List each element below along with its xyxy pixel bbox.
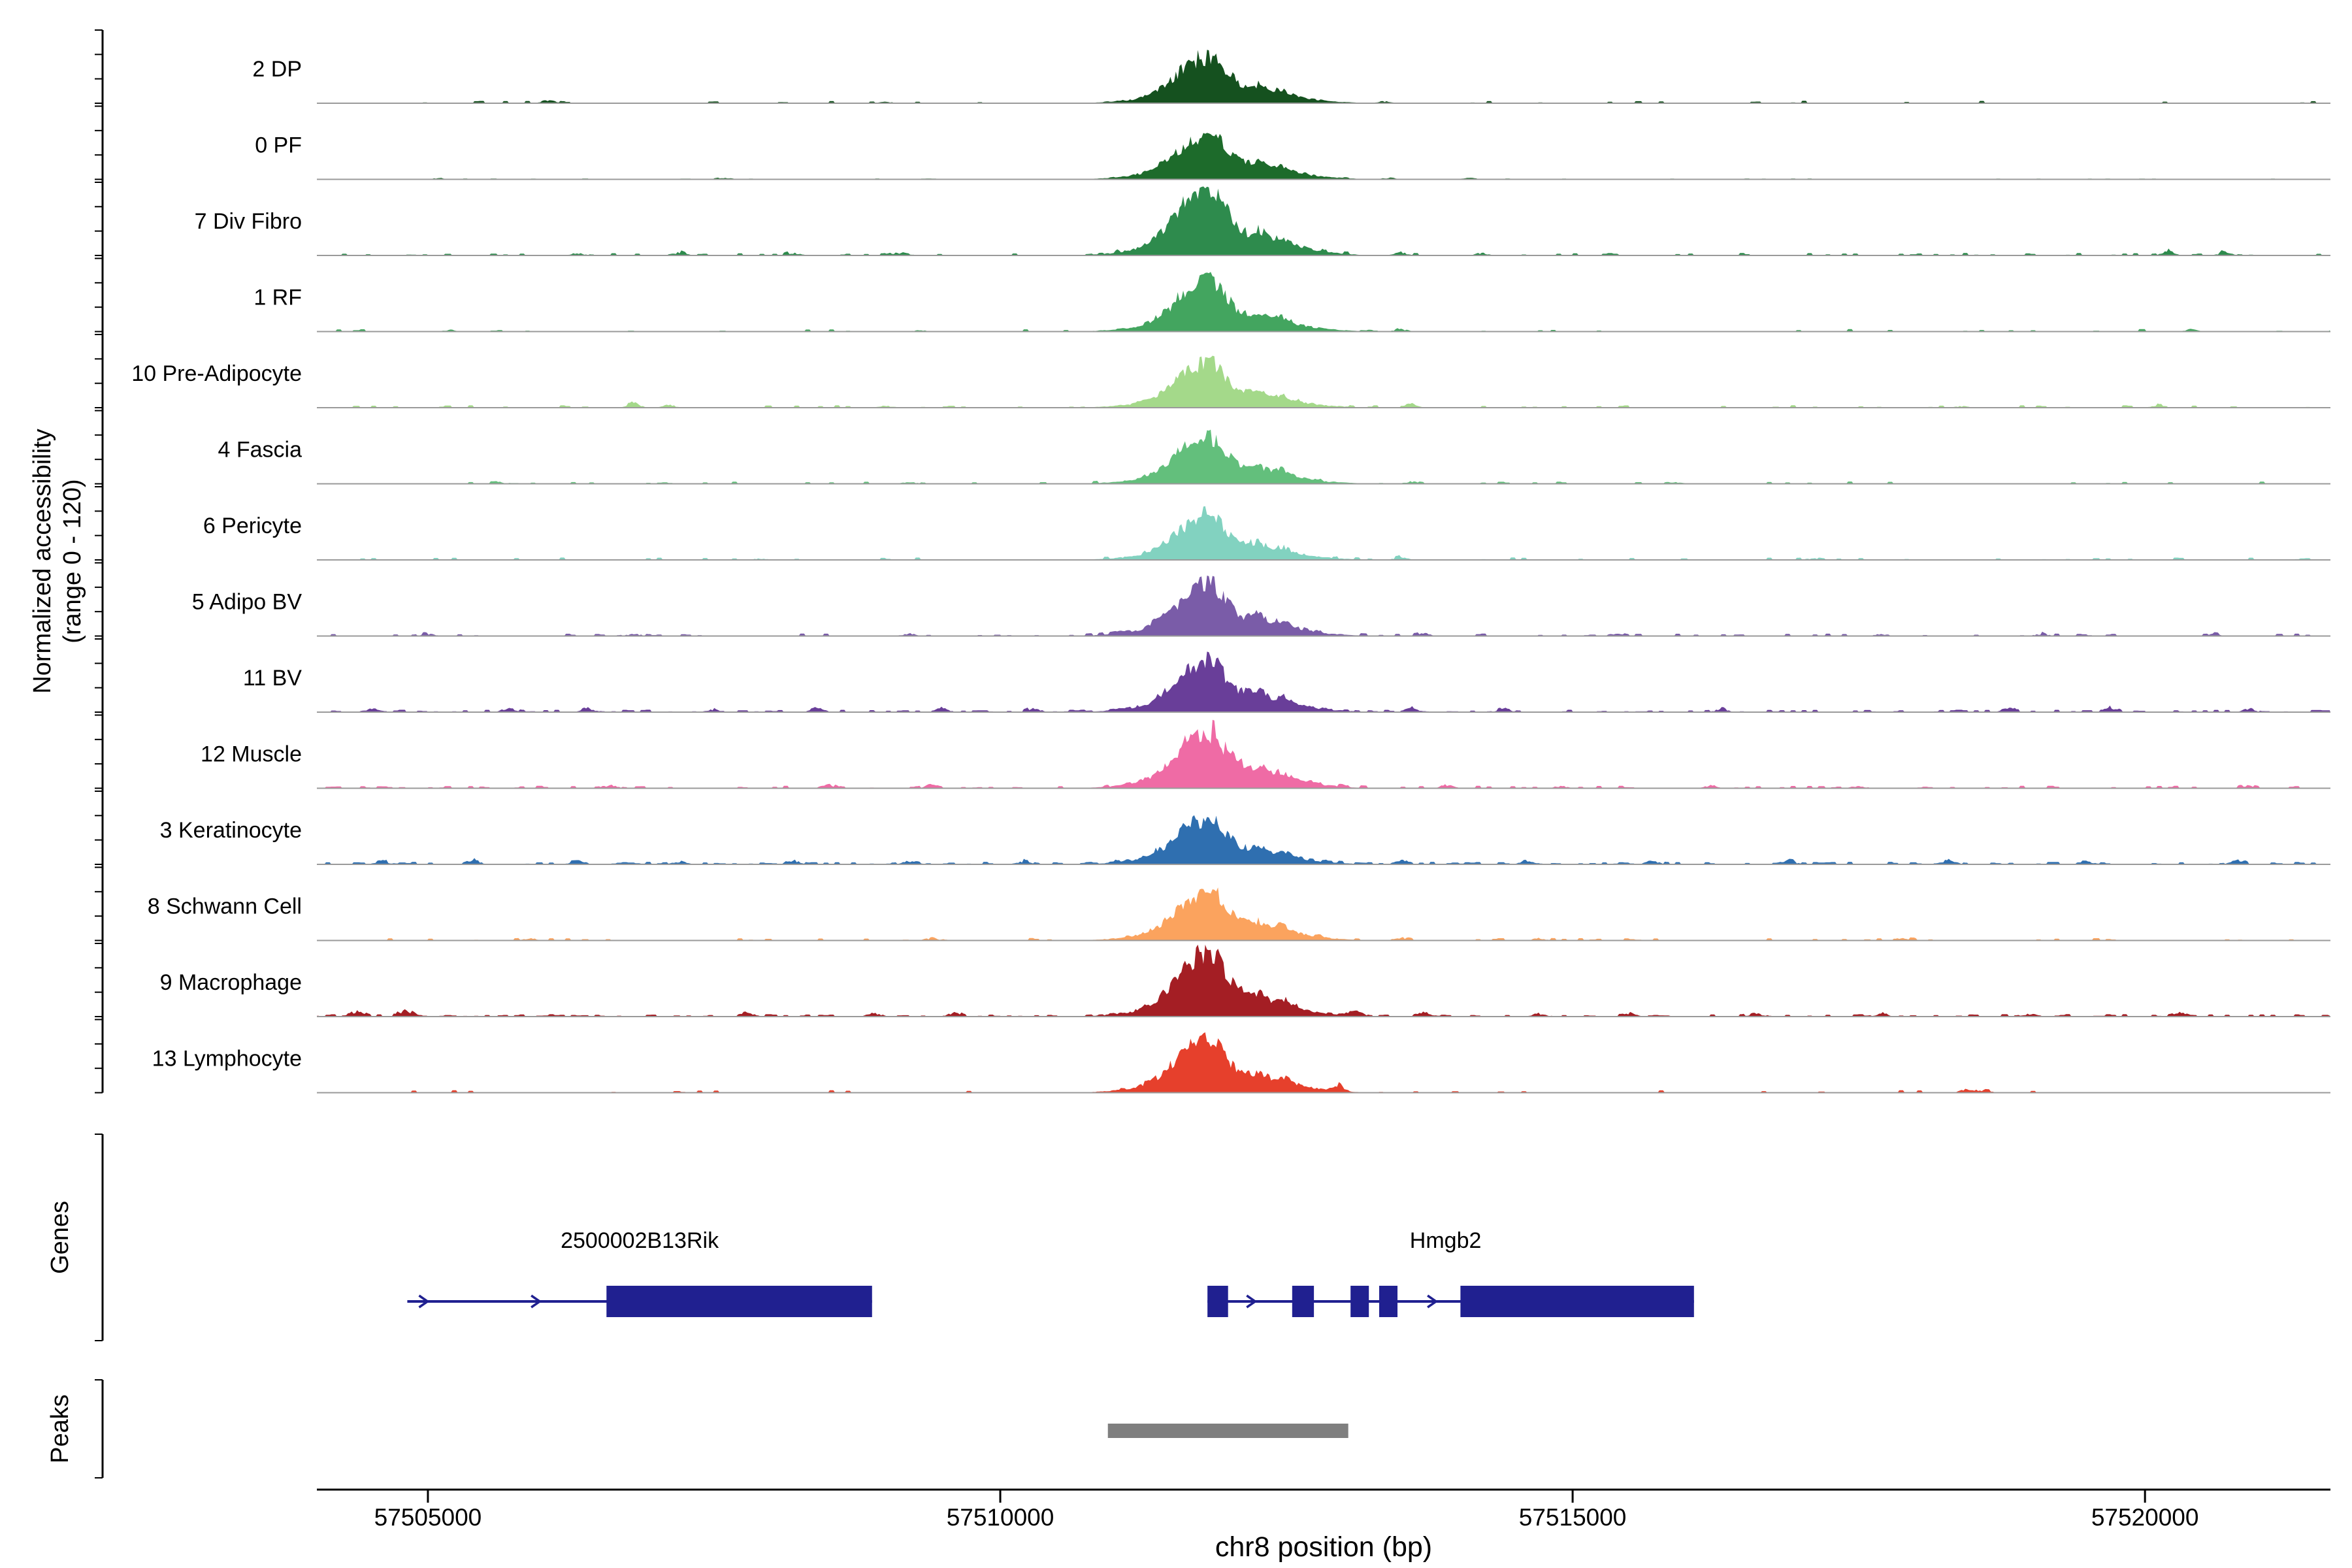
gene-strand-arrow-icon xyxy=(418,1294,430,1309)
y-axis-title-line2: (range 0 - 120) xyxy=(59,479,86,644)
track-label: 0 PF xyxy=(255,133,302,158)
track-label: 8 Schwann Cell xyxy=(148,894,302,919)
gene-strand-arrow-icon xyxy=(1246,1294,1258,1309)
track-signal-7-div-fibro xyxy=(317,186,2330,255)
track-signal-1-rf xyxy=(317,272,2330,332)
track-signal-2-dp xyxy=(317,50,2330,103)
track-signal-3-keratinocyte xyxy=(317,815,2330,864)
y-axis-title: Normalized accessibility (range 0 - 120) xyxy=(27,29,88,1094)
peaks-section-label: Peaks xyxy=(46,1394,74,1463)
gene-exon xyxy=(1379,1286,1398,1317)
track-label: 6 Pericyte xyxy=(203,514,302,538)
x-axis-title: chr8 position (bp) xyxy=(1215,1531,1433,1563)
x-axis-tick-label: 57510000 xyxy=(947,1504,1054,1531)
track-label: 5 Adipo BV xyxy=(192,590,302,615)
track-label: 4 Fascia xyxy=(218,438,302,463)
track-label: 12 Muscle xyxy=(201,742,302,767)
track-signal-0-pf xyxy=(317,133,2330,180)
track-signal-12-muscle xyxy=(317,719,2330,789)
gene-strand-arrow-icon xyxy=(531,1294,542,1309)
x-axis-tick-label: 57520000 xyxy=(2091,1504,2199,1531)
gene-exon xyxy=(606,1286,872,1317)
track-label: 11 BV xyxy=(243,666,302,691)
gene-exon xyxy=(1350,1286,1369,1317)
x-axis-tick-label: 57505000 xyxy=(374,1504,482,1531)
gene-name-label: 2500002B13Rik xyxy=(561,1228,719,1253)
peak-region-bar xyxy=(1107,1424,1348,1438)
y-axis-title-line1: Normalized accessibility xyxy=(29,429,56,694)
track-signal-10-pre-adipocyte xyxy=(317,355,2330,408)
track-signal-13-lymphocyte xyxy=(317,1032,2330,1093)
gene-exon xyxy=(1460,1286,1694,1317)
track-signal-11-bv xyxy=(317,651,2330,712)
track-signal-6-pericyte xyxy=(317,506,2330,560)
genes-section-label: Genes xyxy=(46,1201,74,1274)
track-signal-8-schwann-cell xyxy=(317,887,2330,941)
gene-exon xyxy=(1207,1286,1228,1317)
x-axis-tick-label: 57515000 xyxy=(1519,1504,1627,1531)
track-label: 7 Div Fibro xyxy=(195,209,302,234)
track-label: 10 Pre-Adipocyte xyxy=(131,361,302,386)
gene-name-label: Hmgb2 xyxy=(1410,1228,1482,1253)
track-label: 1 RF xyxy=(253,286,302,310)
track-signal-9-macrophage xyxy=(317,944,2330,1017)
track-label: 13 Lymphocyte xyxy=(152,1047,302,1071)
gene-strand-arrow-icon xyxy=(1427,1294,1439,1309)
track-label: 9 Macrophage xyxy=(160,970,302,995)
track-label: 2 DP xyxy=(252,57,302,82)
gene-exon xyxy=(1292,1286,1315,1317)
track-signal-4-fascia xyxy=(317,429,2330,484)
track-signal-5-adipo-bv xyxy=(317,576,2330,636)
track-label: 3 Keratinocyte xyxy=(160,818,302,843)
